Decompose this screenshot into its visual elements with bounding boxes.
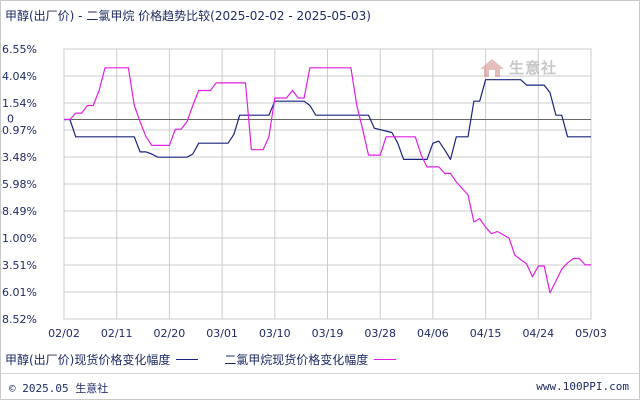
y-tick-label: -16.01% (1, 286, 37, 299)
watermark-text: 生意社 (509, 59, 558, 77)
series-line-1 (64, 79, 591, 160)
watermark-logo: 生意社 (479, 57, 557, 78)
y-tick-label: -5.98% (1, 178, 37, 191)
x-tick-label: 02/20 (154, 327, 186, 340)
y-tick-label: -3.48% (1, 151, 37, 164)
x-tick-label: 03/10 (259, 327, 291, 340)
series-layer (64, 67, 591, 294)
y-tick-label: -8.49% (1, 205, 37, 218)
copyright-text: © 2025.05 生意社 (9, 382, 109, 395)
legend-item-series2: 二氯甲烷现货价格变化幅度 (224, 351, 397, 368)
x-tick-label: 04/24 (522, 327, 554, 340)
chart-plot: 6.55% 4.04% 1.54% -0.97% -3.48% -5.98% -8.49% -… (1, 43, 607, 340)
x-tick-label: 04/15 (470, 327, 502, 340)
x-tick-label: 04/06 (417, 327, 449, 340)
legend-label-series1: 甲醇(出厂价)现货价格变化幅度 (5, 353, 171, 367)
x-tick-label: 05/03 (575, 327, 607, 340)
x-tick-label: 03/01 (206, 327, 238, 340)
x-tick-label: 02/11 (101, 327, 133, 340)
chart-legend: 甲醇(出厂价)现货价格变化幅度 二氯甲烷现货价格变化幅度 (5, 351, 418, 368)
house-icon (480, 58, 504, 77)
legend-item-series1: 甲醇(出厂价)现货价格变化幅度 (5, 351, 199, 368)
y-tick-label: -0.97% (1, 124, 37, 137)
footer: © 2025.05 生意社 www.100PPI.com (1, 373, 639, 400)
grid-layer (63, 48, 592, 320)
series-line-2 (64, 67, 591, 294)
y-tick-label: 1.54% (2, 97, 37, 110)
y-tick-label: -11.00% (1, 232, 37, 245)
chart-title: 甲醇(出厂价) - 二氯甲烷 价格趋势比较(2025-02-02 - 2025-… (5, 9, 371, 23)
legend-label-series2: 二氯甲烷现货价格变化幅度 (224, 353, 369, 367)
x-tick-label: 03/28 (364, 327, 396, 340)
y-tick-label: -18.52% (1, 313, 37, 326)
y-tick-label: 6.55% (2, 43, 37, 56)
y-tick-label: -13.51% (1, 259, 37, 272)
tick-label-layer: 6.55% 4.04% 1.54% -0.97% -3.48% -5.98% -8.49% -… (1, 43, 607, 340)
legend-swatch-series2 (374, 359, 397, 360)
zero-label: 0 (7, 113, 14, 126)
x-tick-label: 03/19 (312, 327, 344, 340)
legend-swatch-series1 (176, 359, 199, 360)
y-tick-label: 4.04% (2, 70, 37, 83)
site-link[interactable]: www.100PPI.com (536, 380, 629, 393)
x-tick-label: 02/02 (48, 327, 80, 340)
